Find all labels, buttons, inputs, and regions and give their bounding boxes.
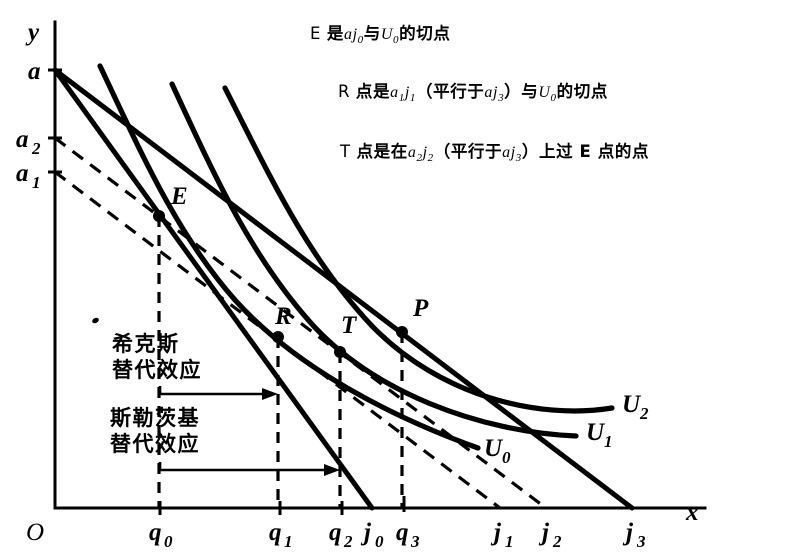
effect-arrow-hicks	[158, 386, 278, 400]
y-tick-label-a2: a 2	[16, 126, 41, 158]
svg-text:j: j	[538, 519, 550, 546]
point-marker-r	[272, 331, 284, 343]
x-tick-label-q1: q 1	[269, 519, 293, 551]
svg-text:3: 3	[636, 532, 646, 551]
effect-arrow-slutsky	[158, 462, 340, 476]
y-tick-label-a1: a 1	[16, 160, 41, 192]
x-tick-label-q2: q 2	[329, 519, 353, 551]
curve-label-u0: U 0	[484, 435, 511, 467]
svg-text:q: q	[329, 519, 342, 546]
point-marker-e	[153, 210, 165, 222]
effect-label-hicks-line2: 替代效应	[112, 357, 202, 382]
budget-line-aj0	[52, 67, 375, 511]
note-line-r: R 点是a1j1（平行于aj3）与U0的切点	[338, 82, 608, 105]
note-line-t: T 点是在a2j2（平行于aj3）上过 E 点的点	[340, 142, 650, 165]
svg-text:2: 2	[639, 404, 649, 423]
y-axis-label: y	[25, 19, 40, 46]
point-marker-t	[334, 346, 346, 358]
svg-text:2: 2	[31, 139, 41, 158]
origin-label: O	[26, 519, 44, 546]
svg-text:q: q	[149, 519, 162, 546]
svg-text:1: 1	[604, 432, 613, 451]
svg-text:U: U	[622, 391, 642, 418]
effect-label-hicks: 希克斯 替代效应	[112, 332, 202, 383]
svg-text:2: 2	[343, 532, 353, 551]
x-tick-label-j3: j 3	[622, 519, 646, 551]
svg-text:0: 0	[502, 448, 511, 467]
axes-group	[53, 20, 707, 510]
svg-text:j: j	[622, 519, 634, 546]
svg-text:U: U	[484, 435, 504, 462]
indifference-curve-u2	[222, 85, 615, 414]
point-label-t: T	[341, 312, 358, 339]
svg-text:a: a	[16, 160, 29, 187]
svg-text:j: j	[490, 519, 502, 546]
svg-text:1: 1	[284, 532, 293, 551]
svg-text:j: j	[360, 519, 372, 546]
budget-line-a1j1	[54, 170, 501, 510]
x-tick-label-q3: q 3	[396, 519, 420, 551]
x-axis-label: x	[685, 499, 699, 526]
x-tick-label-j0: j 0	[360, 519, 384, 551]
x-tick-label-j1: j 1	[490, 519, 514, 551]
budget-line-a2j2	[54, 136, 547, 510]
svg-text:q: q	[269, 519, 282, 546]
svg-text:0: 0	[375, 532, 384, 551]
effect-label-slutsky-line1: 斯勒茨基	[110, 406, 200, 430]
note-line-e: E 是aj0与U0的切点	[310, 24, 451, 47]
effect-label-slutsky: 斯勒茨基 替代效应	[110, 406, 200, 457]
point-label-p: P	[412, 295, 429, 322]
svg-text:a: a	[16, 126, 29, 153]
svg-text:2: 2	[552, 532, 562, 551]
svg-text:q: q	[396, 519, 409, 546]
curve-label-u2: U 2	[622, 391, 649, 423]
x-tick-label-j2: j 2	[538, 519, 562, 551]
x-tick-label-q0: q 0	[149, 519, 173, 551]
curve-label-u1: U 1	[586, 419, 613, 451]
svg-text:a: a	[28, 58, 41, 85]
indifference-curve-u1	[169, 81, 579, 439]
point-marker-p	[396, 326, 408, 338]
svg-text:1: 1	[505, 532, 514, 551]
svg-text:U: U	[586, 419, 606, 446]
svg-text:3: 3	[410, 532, 420, 551]
point-label-r: R	[274, 303, 292, 330]
effect-label-slutsky-line2: 替代效应	[110, 431, 200, 456]
y-tick-label-a: a	[28, 58, 41, 85]
effect-label-hicks-line1: 希克斯	[112, 332, 180, 356]
point-label-e: E	[170, 183, 188, 210]
svg-text:1: 1	[32, 173, 41, 192]
svg-text:0: 0	[164, 532, 173, 551]
